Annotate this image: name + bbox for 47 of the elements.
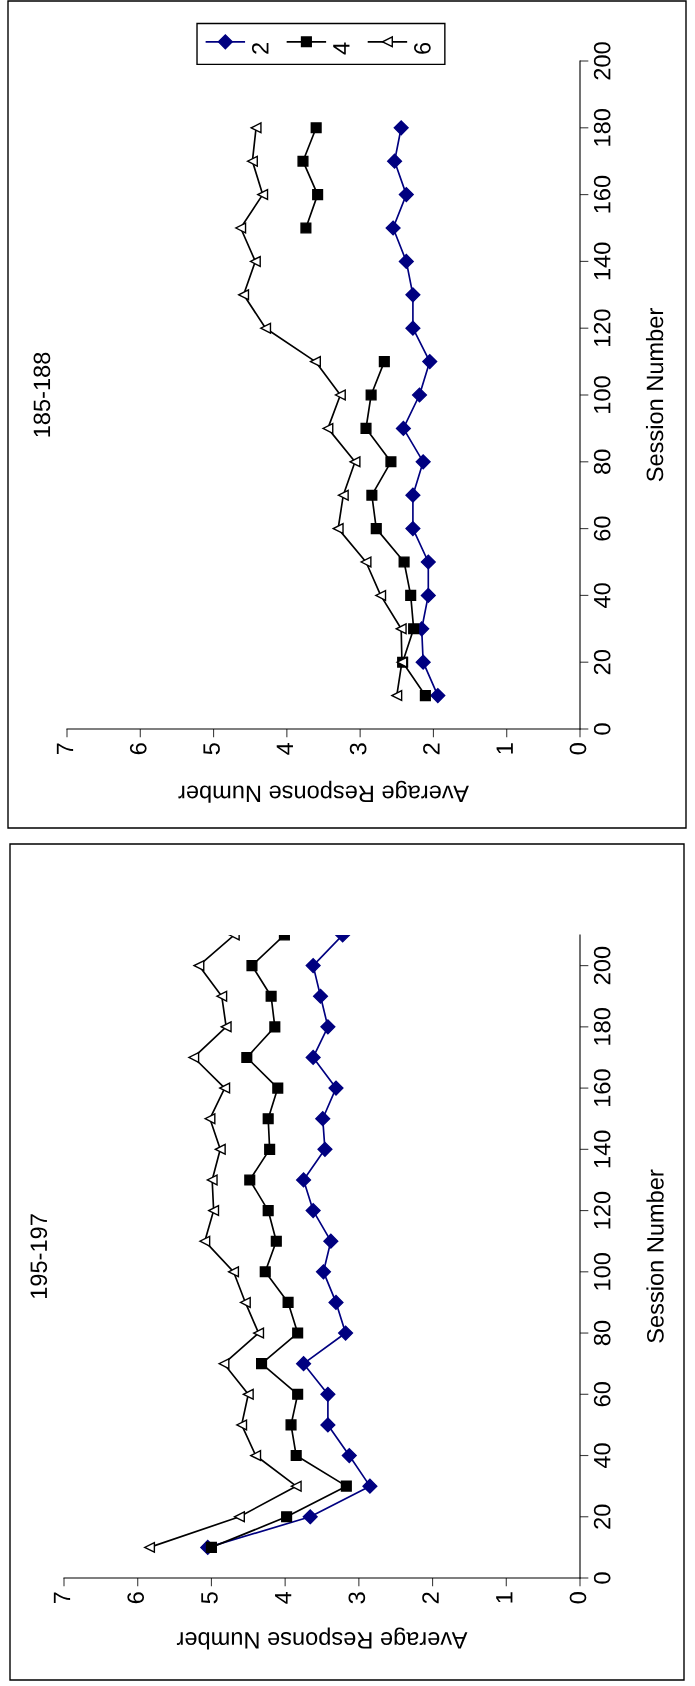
x-tick-label: 5 (203, 743, 220, 755)
x-tick-label: 4 (276, 742, 293, 755)
x-tick-label: 3 (349, 743, 367, 755)
y-tick-label: 60 (593, 1382, 611, 1407)
x-tick-label: 0 (569, 743, 587, 755)
y-tick-label: 180 (593, 109, 611, 146)
y-tick-label: 0 (593, 1572, 611, 1584)
y-tick-label: 20 (593, 649, 611, 675)
x-tick-label: 4 (275, 1591, 292, 1604)
text: 195-197 (30, 1214, 48, 1299)
y-tick-label: 0 (593, 723, 611, 735)
x-axis-title: Average Response Number (176, 1627, 468, 1650)
y-tick-label: 120 (593, 1191, 611, 1229)
x-tick-label: 6 (127, 1592, 145, 1604)
legend-label: 4 (333, 42, 350, 55)
x-axis-title: Average Response Number (178, 780, 469, 803)
y-tick-label: 100 (593, 1253, 611, 1290)
y-tick-label: 80 (593, 1320, 611, 1346)
y-tick-label: 80 (593, 449, 611, 474)
y-tick-label: 40 (593, 583, 611, 608)
legend-label: 2 (251, 43, 269, 54)
y-tick-label: 200 (593, 946, 611, 985)
y-tick-label: 20 (593, 1504, 611, 1529)
x-tick-label: 3 (348, 1592, 366, 1604)
y-tick-label: 60 (593, 516, 611, 541)
x-tick-label: 2 (422, 1592, 439, 1604)
x-tick-label: 6 (129, 743, 147, 755)
x-tick-label: 7 (56, 743, 74, 755)
y-tick-label: 40 (593, 1443, 611, 1469)
text: 185-188 (33, 352, 51, 437)
y-tick-label: 200 (593, 42, 611, 80)
x-tick-label: 7 (53, 1592, 71, 1604)
y-tick-label: 100 (593, 376, 611, 413)
y-tick-label: 140 (593, 1130, 611, 1168)
y-tick-label: 140 (593, 242, 611, 280)
x-tick-label: 2 (423, 743, 440, 755)
y-tick-label: 120 (593, 309, 611, 347)
y-tick-label: 180 (593, 1008, 611, 1045)
y-tick-label: 160 (593, 175, 611, 213)
y-axis-title: Session Number (646, 1169, 664, 1343)
y-tick-label: 160 (593, 1069, 611, 1106)
x-tick-label: 5 (201, 1592, 218, 1604)
y-axis-title: Session Number (645, 308, 664, 482)
legend-label: 6 (414, 42, 431, 54)
x-tick-label: 0 (569, 1592, 587, 1604)
x-tick-label: 1 (496, 743, 513, 754)
x-tick-label: 1 (496, 1592, 513, 1603)
